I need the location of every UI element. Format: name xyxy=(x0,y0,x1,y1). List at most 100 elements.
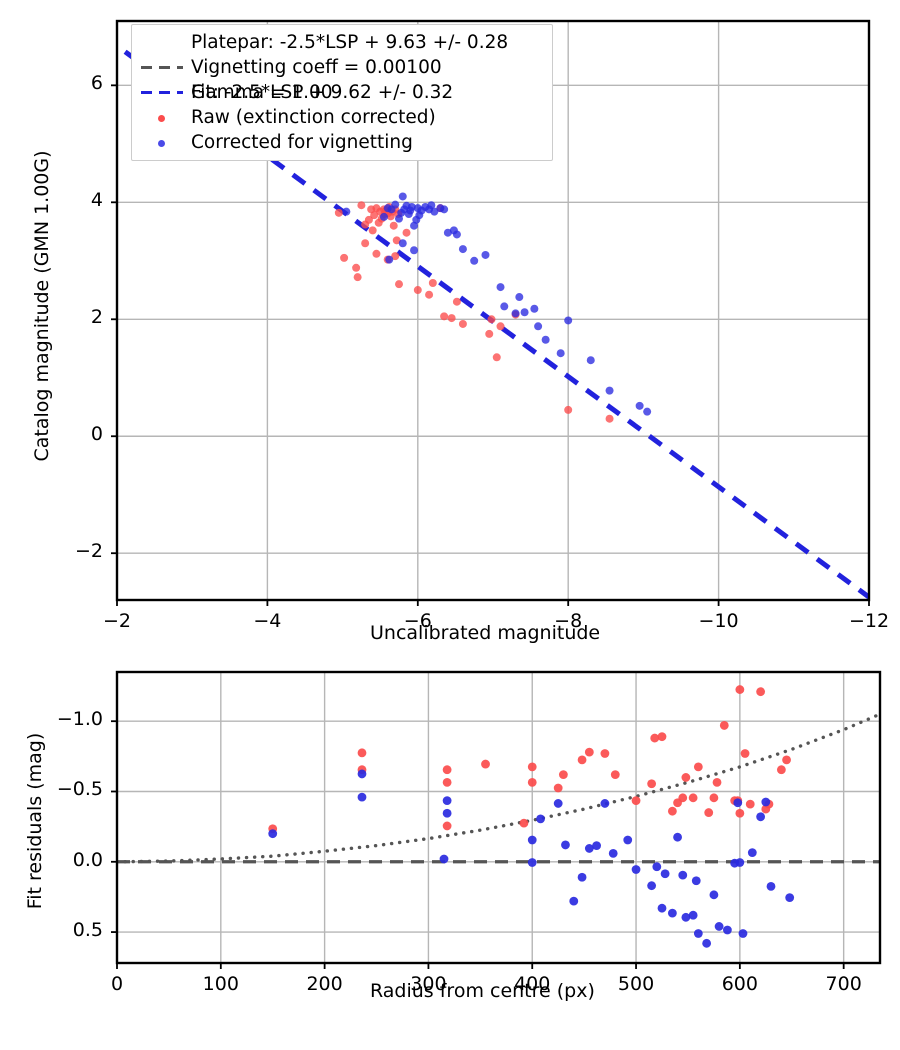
data-point-series-1 xyxy=(660,869,670,879)
dashed-line-blue-icon xyxy=(141,91,183,94)
data-point-series-1 xyxy=(688,910,698,920)
data-point-series-1 xyxy=(511,309,520,318)
xtick-label: −2 xyxy=(102,610,131,632)
data-point-series-0 xyxy=(610,770,620,780)
data-point-series-0 xyxy=(709,793,719,803)
data-point-series-1 xyxy=(442,808,452,818)
data-point-series-1 xyxy=(747,848,757,858)
data-point-series-0 xyxy=(334,208,343,217)
data-point-series-1 xyxy=(735,858,745,867)
top-xlabel: Uncalibrated magnitude xyxy=(370,622,601,644)
xtick-label: −6 xyxy=(403,610,432,632)
data-point-series-0 xyxy=(428,279,437,288)
data-point-series-0 xyxy=(688,793,698,803)
data-point-series-0 xyxy=(392,236,401,245)
data-point-series-0 xyxy=(519,818,529,828)
data-point-series-1 xyxy=(481,250,490,259)
data-point-series-0 xyxy=(442,777,452,787)
blue-dot-icon xyxy=(158,139,165,147)
data-point-series-1 xyxy=(391,200,400,209)
data-point-series-0 xyxy=(782,755,791,765)
data-point-series-1 xyxy=(530,304,539,313)
data-point-series-0 xyxy=(458,319,467,328)
data-point-series-0 xyxy=(357,748,367,758)
data-point-series-0 xyxy=(667,806,677,816)
data-point-series-0 xyxy=(584,747,594,757)
data-point-series-0 xyxy=(740,749,750,758)
axes-frame xyxy=(115,19,871,602)
ytick-label: 0.0 xyxy=(72,848,103,871)
xtick-label: −4 xyxy=(253,610,282,632)
data-point-series-1 xyxy=(536,814,545,824)
data-point-series-1 xyxy=(702,938,712,948)
data-point-series-1 xyxy=(500,302,509,311)
data-point-series-1 xyxy=(569,896,579,906)
data-point-series-1 xyxy=(652,862,662,872)
data-point-series-1 xyxy=(623,835,633,845)
data-point-series-1 xyxy=(756,812,766,822)
data-point-series-0 xyxy=(425,290,434,299)
data-point-series-0 xyxy=(413,286,422,295)
data-point-series-0 xyxy=(693,762,703,772)
ytick-label: 0 xyxy=(90,423,103,446)
data-point-series-1 xyxy=(357,792,367,802)
xtick-label: 300 xyxy=(410,973,447,995)
data-point-series-0 xyxy=(756,687,766,697)
data-point-series-1 xyxy=(553,799,563,808)
data-point-series-0 xyxy=(440,312,449,321)
legend-item-raw: Raw (extinction corrected) xyxy=(139,105,545,130)
data-point-series-1 xyxy=(556,349,565,358)
data-point-series-0 xyxy=(564,405,573,414)
data-point-series-1 xyxy=(541,335,550,344)
data-point-series-1 xyxy=(442,796,452,806)
data-point-series-1 xyxy=(738,929,748,938)
xtick-label: 100 xyxy=(202,973,239,995)
data-point-series-0 xyxy=(364,215,373,224)
data-point-series-0 xyxy=(527,762,537,772)
data-point-series-1 xyxy=(443,228,452,237)
ytick-label: 4 xyxy=(90,189,103,212)
legend-key-fit xyxy=(139,80,185,105)
red-dot-icon xyxy=(158,114,165,122)
data-point-series-1 xyxy=(407,202,416,211)
data-point-series-0 xyxy=(442,821,452,831)
data-point-series-1 xyxy=(515,293,524,302)
legend: Platepar: -2.5*LSP + 9.63 +/- 0.28 Vigne… xyxy=(131,24,553,161)
data-point-series-0 xyxy=(553,783,563,793)
data-point-series-0 xyxy=(352,263,361,272)
data-point-series-1 xyxy=(342,207,351,216)
vignetting-model-curve xyxy=(117,712,880,864)
data-point-series-0 xyxy=(657,732,667,742)
data-point-series-1 xyxy=(631,865,641,874)
xtick-label: 0 xyxy=(110,973,124,995)
data-point-series-1 xyxy=(647,881,657,891)
data-point-series-0 xyxy=(558,770,568,780)
data-point-series-1 xyxy=(496,283,505,292)
xtick-label: 500 xyxy=(617,973,655,995)
data-point-series-1 xyxy=(577,872,587,882)
data-point-series-1 xyxy=(678,870,688,880)
data-point-series-0 xyxy=(481,759,490,769)
magnitude-fit-panel: Catalog magnitude (GMN 1.00G) Uncalibrat… xyxy=(31,19,871,644)
data-point-series-0 xyxy=(745,799,755,809)
data-point-series-1 xyxy=(534,322,543,331)
xtick-label: −12 xyxy=(848,610,890,632)
data-point-series-1 xyxy=(714,922,724,931)
data-point-series-0 xyxy=(605,414,614,423)
legend-key-corrected xyxy=(139,130,185,155)
data-point-series-1 xyxy=(600,799,610,808)
legend-label-raw: Raw (extinction corrected) xyxy=(191,107,436,128)
data-point-series-1 xyxy=(608,848,618,858)
legend-label-fit: Fit: -2.5*LSP + 9.62 +/- 0.32 xyxy=(191,82,454,103)
data-point-series-0 xyxy=(719,721,729,730)
xtick-label: −8 xyxy=(554,610,583,632)
data-point-series-1 xyxy=(785,893,795,903)
data-point-series-0 xyxy=(370,211,379,220)
data-point-series-0 xyxy=(391,252,400,261)
ytick-label: 6 xyxy=(90,72,103,95)
data-point-series-0 xyxy=(485,329,494,338)
data-point-series-0 xyxy=(681,773,691,782)
data-point-series-1 xyxy=(667,908,677,918)
data-point-series-0 xyxy=(372,249,381,258)
data-point-series-1 xyxy=(761,797,771,807)
